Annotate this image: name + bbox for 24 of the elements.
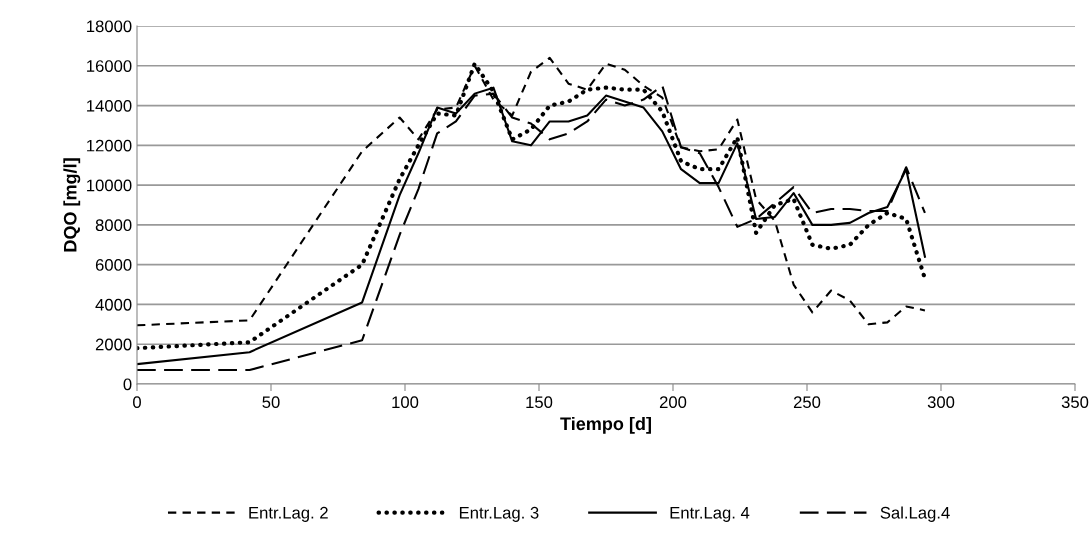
y-tick-label: 14000 <box>87 99 132 112</box>
x-tick-label: 250 <box>793 396 821 409</box>
y-tick-label: 6000 <box>95 259 132 271</box>
legend-label: Sal.Lag.4 <box>880 506 950 522</box>
y-tick-label: 18000 <box>87 20 132 33</box>
y-tick-label: 10000 <box>87 179 132 192</box>
legend-label: Entr.Lag. 2 <box>249 506 328 522</box>
y-tick-label: 2000 <box>95 338 132 351</box>
y-tick-label: 8000 <box>95 219 132 232</box>
legend-label: Entr.Lag. 4 <box>670 507 750 522</box>
x-tick-label: 100 <box>392 396 419 409</box>
x-tick-label: 50 <box>262 396 280 409</box>
y-tick-label: 16000 <box>87 60 132 72</box>
y-tick-label: 12000 <box>87 139 132 152</box>
x-axis-title: Tiempo [d] <box>560 416 651 434</box>
legend-label: Entr.Lag. 3 <box>459 506 539 522</box>
y-tick-label: 4000 <box>95 298 132 311</box>
x-tick-label: 350 <box>1061 396 1089 409</box>
y-tick-label: 0 <box>123 378 132 391</box>
x-tick-label: 200 <box>659 396 687 409</box>
x-tick-label: 0 <box>133 396 141 409</box>
x-tick-label: 300 <box>927 396 955 409</box>
y-axis-title: DQO [mg/l] <box>63 158 81 252</box>
x-tick-label: 150 <box>526 396 553 409</box>
